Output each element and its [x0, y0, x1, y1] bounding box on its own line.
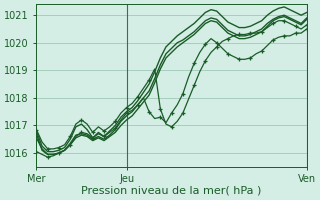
X-axis label: Pression niveau de la mer( hPa ): Pression niveau de la mer( hPa ): [81, 186, 262, 196]
